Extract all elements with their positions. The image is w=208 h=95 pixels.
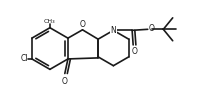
Text: Cl: Cl [20,54,28,63]
Text: O: O [62,77,68,86]
Text: N: N [110,26,116,35]
Text: O: O [132,47,137,56]
Text: O: O [149,24,155,33]
Text: CH₃: CH₃ [44,19,56,24]
Text: O: O [79,20,85,29]
